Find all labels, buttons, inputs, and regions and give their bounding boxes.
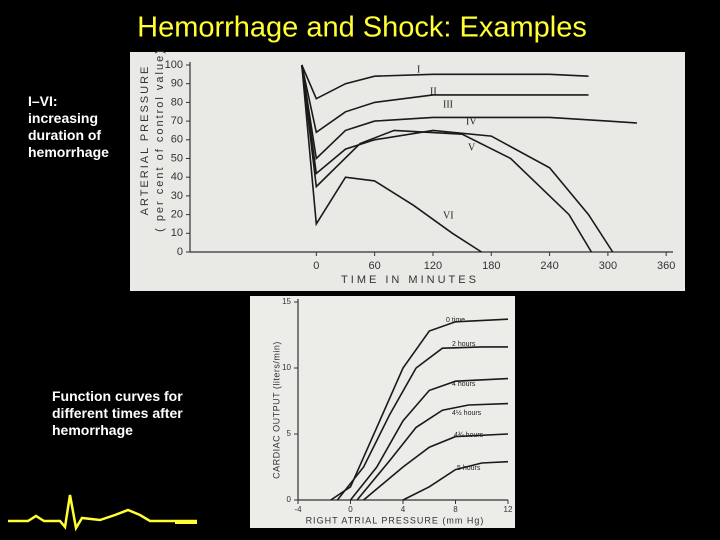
y-tick-label: 10 [282, 363, 291, 372]
y-tick-label: 100 [165, 59, 183, 71]
series-label: 5 hours [457, 465, 481, 472]
y-tick-label: 50 [171, 152, 183, 164]
y-tick-label: 5 [287, 429, 292, 438]
x-tick-label: 60 [369, 260, 381, 272]
series-line [301, 64, 589, 134]
series-label: IV [466, 116, 477, 127]
chart-paper [130, 52, 685, 291]
y-tick-label: 70 [171, 115, 183, 127]
x-tick-label: 300 [599, 260, 617, 272]
series-label: 0 time [446, 317, 465, 324]
series-label: 4½ hours [452, 409, 482, 417]
series-label: 2 hours [452, 341, 476, 348]
note-line: different times after [52, 405, 183, 421]
x-tick-label: 360 [657, 260, 675, 272]
series-line [356, 402, 509, 501]
x-tick-label: 12 [504, 505, 513, 514]
y-tick-label: 90 [171, 78, 183, 90]
y-tick-label: 20 [171, 209, 183, 221]
slide-title: Hemorrhage and Shock: Examples [137, 12, 587, 44]
x-tick-label: 4 [401, 505, 406, 514]
series-line [336, 346, 508, 501]
series-label: 4 hours [452, 381, 476, 388]
series-label: II [430, 86, 437, 97]
y-tick-label: 0 [177, 246, 183, 258]
note: I–VI: increasing duration of hemorrhage [28, 93, 109, 161]
y-tick-label: 30 [171, 190, 183, 202]
ecg-decoration [8, 494, 197, 532]
x-axis-label: RIGHT ATRIAL PRESSURE (mm Hg) [306, 515, 485, 525]
series-line [301, 64, 482, 253]
series-line [301, 64, 593, 253]
note-line: hemorrhage [28, 144, 109, 160]
y-tick-label: 0 [287, 495, 292, 504]
note-line: Function curves for [52, 388, 183, 404]
series-label: 4¾ hours [454, 432, 484, 439]
series-label: I [417, 64, 420, 75]
series-label: V [468, 142, 476, 153]
y-tick-label: 10 [171, 227, 183, 239]
note-line: hemorrhage [52, 422, 133, 438]
series-label: VI [443, 210, 454, 221]
series-line [349, 377, 509, 501]
series-line [402, 460, 509, 501]
y-tick-label: 80 [171, 96, 183, 108]
x-tick-label: 180 [482, 260, 500, 272]
series-line [301, 64, 614, 253]
note: Function curves for different times after… [52, 388, 183, 439]
x-axis-label: TIME IN MINUTES [341, 274, 479, 286]
x-tick-label: 120 [424, 260, 442, 272]
series-line [301, 64, 638, 161]
x-tick-label: 0 [313, 260, 319, 272]
y-tick-label: 15 [282, 297, 291, 306]
series-line [363, 433, 509, 501]
series-line [330, 318, 509, 501]
y-tick-label: 60 [171, 134, 183, 146]
y-axis-label: CARDIAC OUTPUT (liters/min) [271, 341, 281, 479]
note-line: increasing [28, 110, 99, 126]
note-line: I–VI: [28, 93, 58, 109]
y-tick-label: 40 [171, 171, 183, 183]
series-line [301, 64, 589, 100]
x-tick-label: -4 [294, 505, 302, 514]
y-axis-label: ARTERIAL PRESSURE [139, 65, 151, 216]
chart-paper [250, 296, 515, 528]
series-label: III [443, 99, 453, 110]
y-axis-label: ( per cent of control value) [154, 48, 166, 232]
x-tick-label: 0 [348, 505, 353, 514]
x-tick-label: 8 [453, 505, 458, 514]
note-line: duration of [28, 127, 102, 143]
x-tick-label: 240 [540, 260, 558, 272]
